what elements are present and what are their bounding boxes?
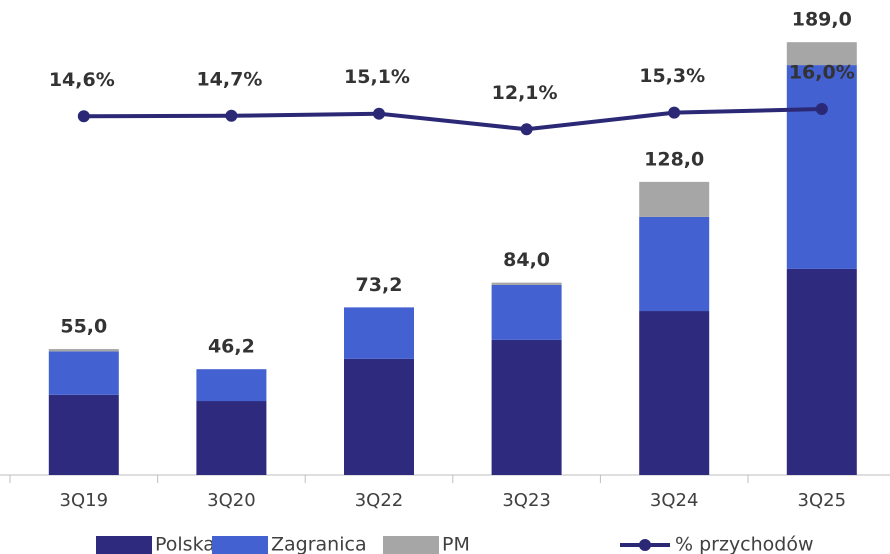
bar-segment [344, 358, 414, 475]
bar-segment [639, 181, 710, 217]
legend-swatch [383, 536, 439, 554]
line [83, 107, 822, 132]
bar-segment [48, 349, 119, 352]
bar-segment [48, 394, 119, 475]
line-point [815, 103, 828, 116]
line-point [668, 106, 681, 119]
total-label: 84,0 [503, 249, 550, 271]
legend-label: Zagranica [271, 534, 367, 554]
line-label: 14,7% [196, 68, 262, 90]
bar-segment [196, 369, 267, 402]
bar-segment [491, 339, 562, 475]
line-label: 15,1% [344, 66, 410, 88]
bar-segment [491, 284, 562, 340]
x-tick-label: 3Q25 [798, 490, 847, 511]
bar-segment [639, 311, 710, 475]
line-point [520, 123, 533, 136]
line-label: 12,1% [492, 82, 558, 104]
total-label: 55,0 [60, 316, 107, 338]
legend-swatch [212, 536, 268, 554]
bar-segment [344, 307, 414, 359]
total-label: 46,2 [208, 336, 255, 358]
bar-segment [196, 401, 267, 475]
bar-segment [491, 282, 562, 285]
line-label: 15,3% [639, 65, 705, 87]
bar-segment [786, 65, 857, 269]
line-label: 16,0% [789, 62, 855, 84]
line-point [225, 109, 238, 122]
total-label: 128,0 [644, 148, 704, 170]
bar-segment [786, 268, 857, 475]
legend-label: Polska [155, 534, 215, 554]
x-tick-label: 3Q20 [207, 490, 256, 511]
bar-segment [639, 216, 710, 312]
line-point [373, 107, 385, 120]
total-label: 189,0 [792, 9, 852, 31]
x-tick-label: 3Q24 [650, 490, 699, 511]
bar-segment [786, 42, 857, 66]
total-label: 73,2 [356, 274, 403, 296]
x-tick-label: 3Q23 [502, 490, 551, 511]
legend-marker [639, 539, 651, 551]
bar-segment [48, 351, 119, 395]
legend-swatch [96, 536, 152, 554]
line-label: 14,6% [49, 69, 115, 91]
legend-label: % przychodów [675, 534, 814, 554]
x-tick-label: 3Q22 [355, 490, 404, 511]
x-tick-label: 3Q19 [60, 490, 109, 511]
line-point [77, 110, 90, 123]
legend-label: PM [442, 534, 470, 554]
